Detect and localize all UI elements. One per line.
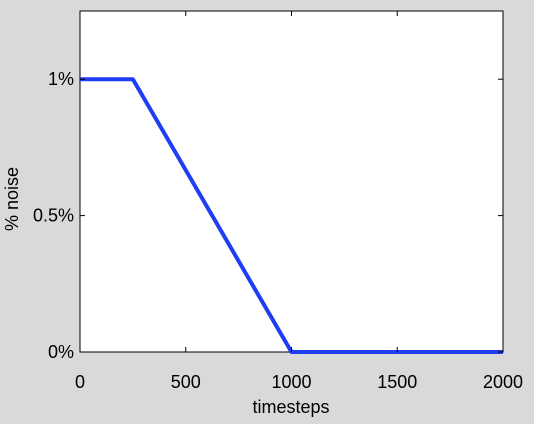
x-axis-label: timesteps bbox=[252, 397, 329, 417]
x-tick-label: 500 bbox=[171, 372, 201, 392]
x-tick-label: 1000 bbox=[271, 372, 311, 392]
y-tick-label: 0% bbox=[48, 342, 74, 362]
y-axis-label: % noise bbox=[2, 167, 22, 231]
x-tick-label: 1500 bbox=[377, 372, 417, 392]
x-tick-label: 0 bbox=[75, 372, 85, 392]
y-tick-label: 0.5% bbox=[33, 206, 74, 226]
x-tick-label: 2000 bbox=[483, 372, 523, 392]
plot-area bbox=[79, 10, 504, 353]
y-tick-label: 1% bbox=[48, 69, 74, 89]
y-axis-ticks: 0% 0.5% 1% bbox=[33, 69, 503, 362]
x-axis-ticks: 0 500 1000 1500 2000 bbox=[75, 11, 523, 392]
